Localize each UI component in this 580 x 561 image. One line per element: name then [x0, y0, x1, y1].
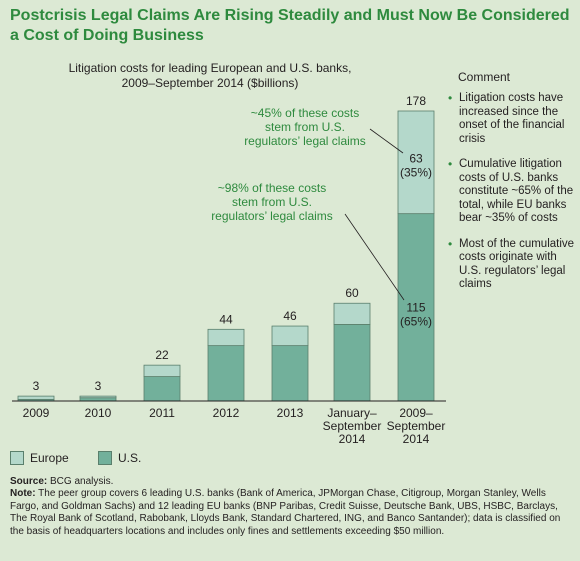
bar-segment-us [333, 324, 371, 402]
bar-segment-us [397, 213, 435, 402]
x-tick-label: January– [327, 406, 377, 420]
bar-segment-europe [17, 395, 55, 400]
comment-item: Most of the cumulative costs originate w… [448, 238, 576, 292]
comment-item: Litigation costs have increased since th… [448, 92, 576, 146]
segment-value-label: 63 [409, 151, 423, 165]
bar-total-label: 22 [155, 348, 169, 362]
bar-segment-us [271, 345, 309, 402]
bar-segment-europe [79, 395, 117, 399]
segment-value-label: (65%) [400, 314, 432, 328]
bar-total-label: 60 [345, 286, 359, 300]
bar-segment-us [143, 376, 181, 402]
chart-subtitle: Litigation costs for leading European an… [40, 61, 380, 91]
chart-subtitle-line-2: 2009–September 2014 ($billions) [121, 76, 299, 90]
x-tick-label: 2009 [23, 406, 50, 420]
annotation-text: ~45% of these costs [251, 106, 359, 120]
annotation-text: stem from U.S. [265, 120, 345, 134]
x-tick-label: 2009– [399, 406, 433, 420]
source-text: BCG analysis. [47, 476, 114, 487]
x-tick-label: 2014 [339, 432, 366, 446]
bar-total-label: 178 [406, 94, 426, 108]
footnote: Source: BCG analysis. Note: The peer gro… [10, 476, 572, 538]
note-text: The peer group covers 6 leading U.S. ban… [10, 488, 561, 537]
bar-total-label: 3 [33, 379, 40, 393]
note-label: Note: [10, 488, 36, 500]
annotation-text: ~98% of these costs [218, 181, 326, 195]
x-tick-label: 2013 [277, 406, 304, 420]
x-tick-label: 2012 [213, 406, 240, 420]
comment-item: Cumulative litigation costs of U.S. bank… [448, 158, 576, 226]
source-label: Source: [10, 476, 48, 487]
annotation-text: stem from U.S. [232, 195, 312, 209]
x-tick-label: 2010 [85, 406, 112, 420]
legend-swatch-us [98, 451, 112, 465]
legend-label-europe: Europe [30, 451, 69, 465]
legend-label-us: U.S. [118, 451, 142, 465]
annotation-leader-line [344, 213, 405, 301]
bar-total-label: 46 [283, 309, 297, 323]
bar-segment-europe [333, 302, 371, 325]
legend-swatch-europe [10, 451, 24, 465]
x-tick-label: 2011 [149, 406, 175, 420]
segment-value-label: 115 [406, 300, 425, 314]
annotation-text: regulators’ legal claims [211, 209, 333, 223]
x-tick-label: 2014 [403, 432, 430, 446]
bar-segment-europe [207, 328, 245, 347]
bar-segment-europe [271, 325, 309, 347]
source-line: Source: BCG analysis. [10, 476, 572, 488]
annotation-leader-line [369, 128, 404, 154]
note-line: Note: The peer group covers 6 leading U.… [10, 488, 572, 538]
comment-list: Litigation costs have increased since th… [448, 92, 576, 304]
chart-subtitle-line-1: Litigation costs for leading European an… [68, 61, 352, 75]
x-tick-label: September [387, 419, 446, 433]
bar-segment-europe [397, 110, 435, 215]
segment-value-label: (35%) [400, 165, 432, 179]
x-tick-label: September [323, 419, 382, 433]
chart-title: Postcrisis Legal Claims Are Rising Stead… [10, 7, 570, 44]
bar-total-label: 3 [95, 379, 102, 393]
annotation-text: regulators’ legal claims [244, 134, 366, 148]
bar-segment-us [207, 345, 245, 402]
comment-heading: Comment [458, 70, 511, 84]
bar-segment-europe [143, 364, 181, 377]
bar-total-label: 44 [219, 312, 233, 326]
